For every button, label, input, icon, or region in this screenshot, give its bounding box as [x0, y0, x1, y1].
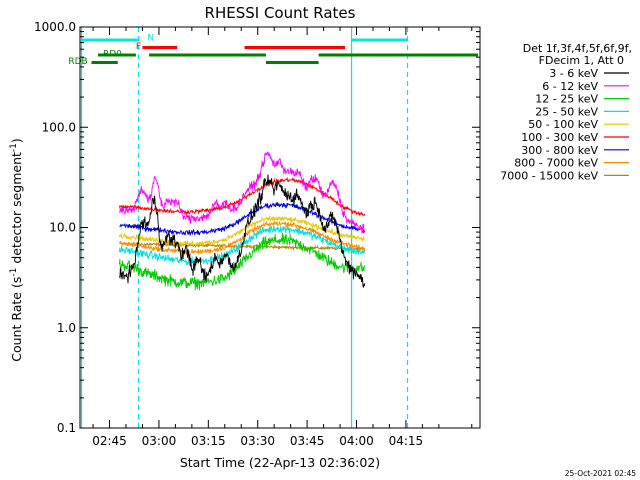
series-line-12-25-kev	[118, 232, 366, 291]
x-tick-label-4: 03:30	[240, 434, 275, 448]
ylabel-sup-1: -1	[9, 268, 19, 277]
x-tick-label-2: 03:00	[142, 434, 177, 448]
y-tick-label-1: 0.1	[57, 421, 76, 435]
plot-area: NF RD0 RDB	[68, 27, 478, 428]
x-tick-label-5: 03:45	[290, 434, 325, 448]
legend-label-3: 12 - 25 keV	[535, 93, 598, 106]
series-line-300-800-kev	[119, 202, 366, 236]
ylabel-sup-2: -1	[9, 143, 19, 152]
legend-label-1: 3 - 6 keV	[549, 67, 598, 80]
y-tick-label-4: 100.0	[42, 120, 76, 134]
legend-label-5: 50 - 100 keV	[528, 118, 598, 131]
flag-label-rdb: RDB	[68, 57, 87, 67]
legend: Det 1f,3f,4f,5f,6f,9f, FDecim 1, Att 0 3…	[500, 42, 632, 182]
y-tick-label-5: 1000.0	[34, 20, 76, 34]
flag-label-rd0: RD0	[103, 49, 122, 59]
legend-header-line-1: Det 1f,3f,4f,5f,6f,9f,	[523, 42, 632, 55]
x-tick-label-1: 02:45	[92, 434, 127, 448]
y-axis-label: Count Rate (s-1 detector segment-1)	[9, 138, 24, 362]
x-axis-label: Start Time (22-Apr-13 02:36:02)	[180, 455, 380, 470]
x-tick-label-6: 04:00	[339, 434, 374, 448]
legend-label-2: 6 - 12 keV	[542, 80, 598, 93]
ylabel-part-3: )	[9, 138, 24, 143]
flag-label-n: N	[147, 34, 154, 44]
legend-label-9: 7000 - 15000 keV	[500, 169, 598, 182]
legend-label-7: 300 - 800 keV	[521, 144, 598, 157]
svg-text:Count Rate (s-1 detector segme: Count Rate (s-1 detector segment-1)	[9, 138, 24, 362]
series-line-800-7000-kev	[119, 220, 366, 256]
axis-ticks: 0.1 1.0 10.0 100.0 1000.0 02:45 03:00 03:15 03:3…	[34, 20, 480, 448]
chart-title: RHESSI Count Rates	[205, 4, 356, 22]
y-tick-label-3: 10.0	[49, 221, 76, 235]
legend-label-4: 25 - 50 keV	[535, 105, 598, 118]
legend-label-8: 800 - 7000 keV	[514, 157, 598, 170]
x-tick-label-7: 04:15	[389, 434, 424, 448]
legend-label-6: 100 - 300 keV	[521, 131, 598, 144]
series-line-6-12-kev	[119, 151, 366, 234]
ylabel-part-1: Count Rate (s	[9, 277, 24, 362]
flag-label-f: F	[136, 42, 141, 52]
x-tick-label-3: 03:15	[191, 434, 226, 448]
footer-date: 25-Oct-2021 02:45	[565, 469, 636, 478]
y-tick-label-2: 1.0	[57, 321, 76, 335]
ylabel-part-2: detector segment	[9, 152, 24, 268]
legend-header-line-2: FDecim 1, Att 0	[539, 54, 624, 67]
series-line-3-6-kev	[118, 174, 366, 288]
